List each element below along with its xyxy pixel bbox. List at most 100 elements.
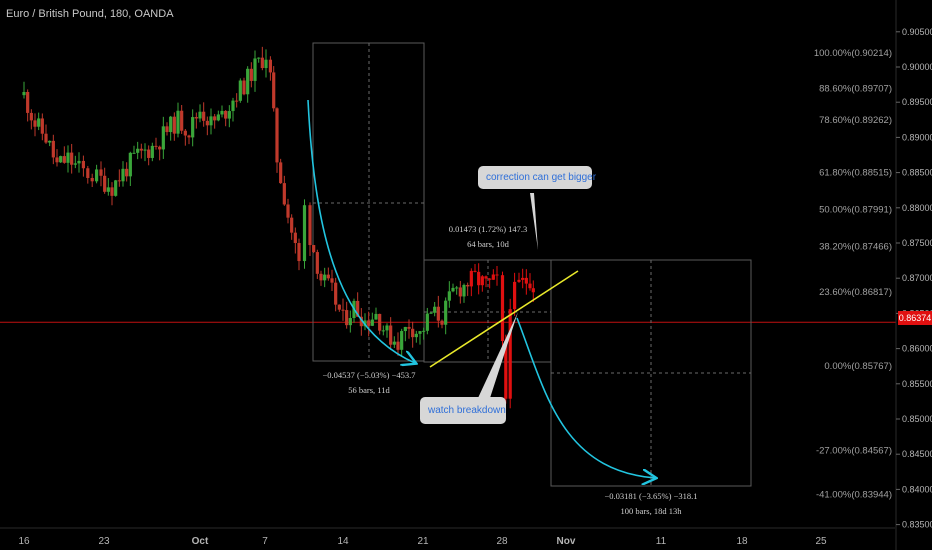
candle	[466, 282, 470, 296]
candle	[521, 268, 525, 289]
breakdown-callout[interactable]: watch breakdown	[420, 397, 506, 424]
candle	[469, 268, 473, 297]
candle	[500, 271, 505, 352]
candle	[444, 297, 448, 335]
correction-callout[interactable]: correction can get bigger	[478, 166, 596, 189]
candle	[198, 104, 202, 123]
candle	[183, 129, 187, 146]
candle	[436, 295, 440, 328]
candle	[37, 112, 41, 131]
fib-level-label: 78.60%(0.89262)	[819, 115, 892, 126]
candle	[330, 269, 334, 291]
candle	[418, 331, 422, 345]
candle	[473, 264, 477, 273]
candle	[180, 105, 184, 134]
y-tick-label: 0.87500	[902, 238, 932, 248]
candle	[242, 77, 246, 96]
x-tick-label: 7	[262, 536, 268, 547]
x-tick-label: Nov	[557, 536, 576, 547]
candle	[22, 81, 26, 99]
candle	[381, 325, 385, 336]
y-tick-label: 0.86000	[902, 344, 932, 354]
candle	[268, 56, 272, 81]
candle	[488, 278, 492, 289]
y-tick-label: 0.83500	[902, 520, 932, 530]
candle	[433, 301, 437, 317]
y-tick-label: 0.89000	[902, 132, 932, 142]
fib-level-label: 23.60%(0.86817)	[819, 287, 892, 298]
candle	[341, 298, 345, 321]
candle	[495, 266, 499, 286]
candle	[315, 249, 319, 279]
candle	[246, 66, 250, 103]
x-tick-label: 28	[496, 536, 508, 547]
candle	[407, 319, 411, 339]
candle	[392, 336, 396, 349]
candle	[73, 155, 77, 169]
candle	[143, 143, 147, 162]
candle	[158, 145, 162, 161]
candle	[172, 112, 176, 141]
candle	[213, 113, 217, 129]
candle	[359, 308, 363, 336]
fib-level-label: -27.00%(0.84567)	[816, 445, 892, 456]
fib-level-label: -41.00%(0.83944)	[816, 489, 892, 500]
candle	[524, 269, 528, 295]
candle	[40, 113, 44, 141]
candle	[110, 182, 114, 206]
candle	[334, 277, 338, 312]
y-tick-label: 0.89500	[902, 97, 932, 107]
candle	[297, 238, 301, 271]
candle	[400, 328, 404, 357]
candle	[458, 280, 462, 304]
candle	[326, 267, 330, 281]
candle	[286, 198, 290, 224]
candle	[209, 108, 213, 135]
candle	[302, 199, 307, 269]
measurement-boxes	[312, 42, 752, 487]
candle	[477, 263, 481, 295]
candle	[132, 145, 136, 154]
correction-callout-text: correction can get bigger	[486, 172, 597, 183]
candle	[414, 330, 418, 343]
candle	[48, 140, 52, 147]
x-tick-label: 23	[98, 536, 110, 547]
candle	[345, 301, 349, 329]
chart-title: Euro / British Pound, 180, OANDA	[6, 8, 174, 20]
candle	[29, 109, 33, 130]
candle	[33, 113, 37, 137]
candle	[253, 50, 257, 92]
drawings	[307, 99, 655, 478]
candle	[114, 179, 118, 197]
candle	[77, 152, 81, 173]
y-tick-label: 0.88000	[902, 203, 932, 213]
candle	[440, 319, 444, 329]
x-axis: 16 23 Oct 7 14 21 28 Nov 11 18 25	[0, 527, 895, 547]
candle	[154, 137, 158, 150]
x-tick-label: 16	[18, 536, 30, 547]
candle	[194, 112, 198, 129]
fib-level-label: 100.00%(0.90214)	[814, 48, 892, 59]
candle	[161, 116, 165, 159]
candles	[22, 46, 535, 409]
candle	[235, 93, 239, 108]
y-axis: 0.90500 0.90000 0.89500 0.89000 0.88500 0.880…	[895, 0, 932, 550]
candle	[528, 273, 532, 291]
candle	[378, 313, 382, 335]
fib-level-label: 0.00%(0.85767)	[824, 361, 892, 372]
candle	[290, 214, 294, 240]
fib-level-label: 88.60%(0.89707)	[819, 84, 892, 95]
candle	[202, 102, 206, 127]
candle	[99, 161, 103, 187]
y-tick-label: 0.90500	[902, 27, 932, 37]
x-tick-label: 14	[337, 536, 349, 547]
candle	[403, 326, 407, 342]
candle	[176, 102, 180, 138]
candle	[128, 151, 132, 186]
fib-level-label: 61.80%(0.88515)	[819, 168, 892, 179]
candle	[44, 124, 48, 144]
candle	[484, 275, 488, 288]
candle	[455, 285, 459, 295]
down-arrow-2	[516, 317, 655, 478]
